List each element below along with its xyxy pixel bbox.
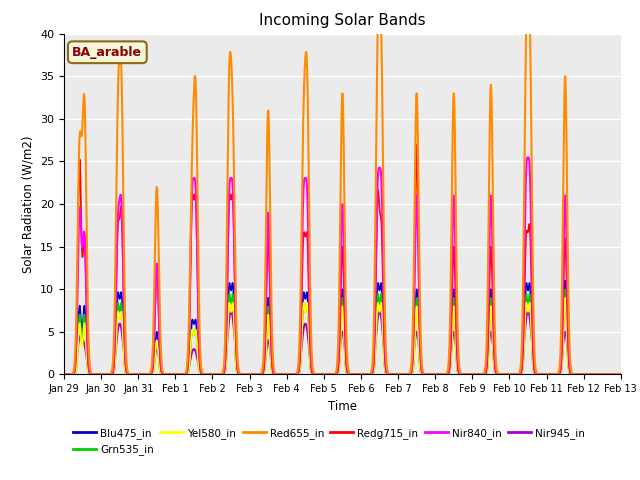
Yel580_in bbox=[298, 338, 305, 344]
Nir840_in bbox=[546, 372, 554, 377]
Line: Blu475_in: Blu475_in bbox=[64, 281, 621, 374]
Redg715_in bbox=[274, 372, 282, 377]
Yel580_in bbox=[124, 372, 131, 377]
Text: BA_arable: BA_arable bbox=[72, 46, 142, 59]
Grn535_in bbox=[546, 372, 554, 377]
Grn535_in bbox=[124, 372, 131, 377]
Yel580_in bbox=[157, 370, 164, 376]
Nir945_in bbox=[157, 364, 164, 370]
Nir840_in bbox=[298, 267, 305, 273]
Nir945_in bbox=[60, 372, 68, 377]
Nir945_in bbox=[606, 372, 614, 377]
Yel580_in bbox=[546, 372, 554, 377]
Blu475_in bbox=[60, 372, 68, 377]
Grn535_in bbox=[561, 287, 569, 292]
Line: Grn535_in: Grn535_in bbox=[64, 289, 621, 374]
Blu475_in bbox=[124, 372, 131, 377]
Red655_in bbox=[298, 218, 305, 224]
X-axis label: Time: Time bbox=[328, 400, 357, 413]
Red655_in bbox=[617, 372, 625, 377]
Legend: Blu475_in, Grn535_in, Yel580_in, Red655_in, Redg715_in, Nir840_in, Nir945_in: Blu475_in, Grn535_in, Yel580_in, Red655_… bbox=[69, 424, 589, 459]
Redg715_in bbox=[157, 362, 164, 368]
Blu475_in bbox=[157, 369, 164, 375]
Red655_in bbox=[157, 336, 164, 342]
Line: Yel580_in: Yel580_in bbox=[64, 298, 621, 374]
Nir840_in bbox=[606, 372, 614, 377]
Grn535_in bbox=[298, 338, 305, 344]
Redg715_in bbox=[124, 371, 131, 377]
Yel580_in bbox=[617, 372, 625, 377]
Nir840_in bbox=[157, 357, 164, 363]
Redg715_in bbox=[546, 372, 554, 377]
Blu475_in bbox=[298, 331, 305, 337]
Title: Incoming Solar Bands: Incoming Solar Bands bbox=[259, 13, 426, 28]
Redg715_in bbox=[298, 299, 305, 304]
Blu475_in bbox=[561, 278, 569, 284]
Redg715_in bbox=[606, 372, 614, 377]
Redg715_in bbox=[617, 372, 625, 377]
Grn535_in bbox=[606, 372, 614, 377]
Blu475_in bbox=[617, 372, 625, 377]
Red655_in bbox=[274, 372, 282, 377]
Red655_in bbox=[60, 372, 68, 377]
Yel580_in bbox=[60, 372, 68, 377]
Nir840_in bbox=[60, 372, 68, 377]
Red655_in bbox=[124, 368, 131, 373]
Line: Nir840_in: Nir840_in bbox=[64, 157, 621, 374]
Grn535_in bbox=[60, 372, 68, 377]
Nir945_in bbox=[298, 343, 305, 349]
Nir945_in bbox=[524, 308, 532, 314]
Red655_in bbox=[606, 372, 614, 377]
Grn535_in bbox=[274, 372, 282, 377]
Blu475_in bbox=[274, 372, 282, 377]
Blu475_in bbox=[546, 372, 554, 377]
Nir945_in bbox=[546, 372, 554, 377]
Line: Red655_in: Red655_in bbox=[64, 0, 621, 374]
Redg715_in bbox=[413, 142, 420, 147]
Blu475_in bbox=[606, 372, 614, 377]
Grn535_in bbox=[617, 372, 625, 377]
Grn535_in bbox=[157, 370, 164, 376]
Nir945_in bbox=[617, 372, 625, 377]
Nir840_in bbox=[524, 155, 532, 160]
Nir840_in bbox=[124, 371, 131, 376]
Yel580_in bbox=[561, 295, 569, 300]
Nir945_in bbox=[124, 370, 131, 376]
Yel580_in bbox=[274, 372, 282, 377]
Line: Nir945_in: Nir945_in bbox=[64, 311, 621, 374]
Redg715_in bbox=[60, 372, 68, 377]
Line: Redg715_in: Redg715_in bbox=[64, 144, 621, 374]
Red655_in bbox=[546, 372, 554, 377]
Nir945_in bbox=[274, 372, 282, 377]
Nir840_in bbox=[274, 372, 282, 377]
Y-axis label: Solar Radiation (W/m2): Solar Radiation (W/m2) bbox=[22, 135, 35, 273]
Nir840_in bbox=[617, 372, 625, 377]
Yel580_in bbox=[606, 372, 614, 377]
